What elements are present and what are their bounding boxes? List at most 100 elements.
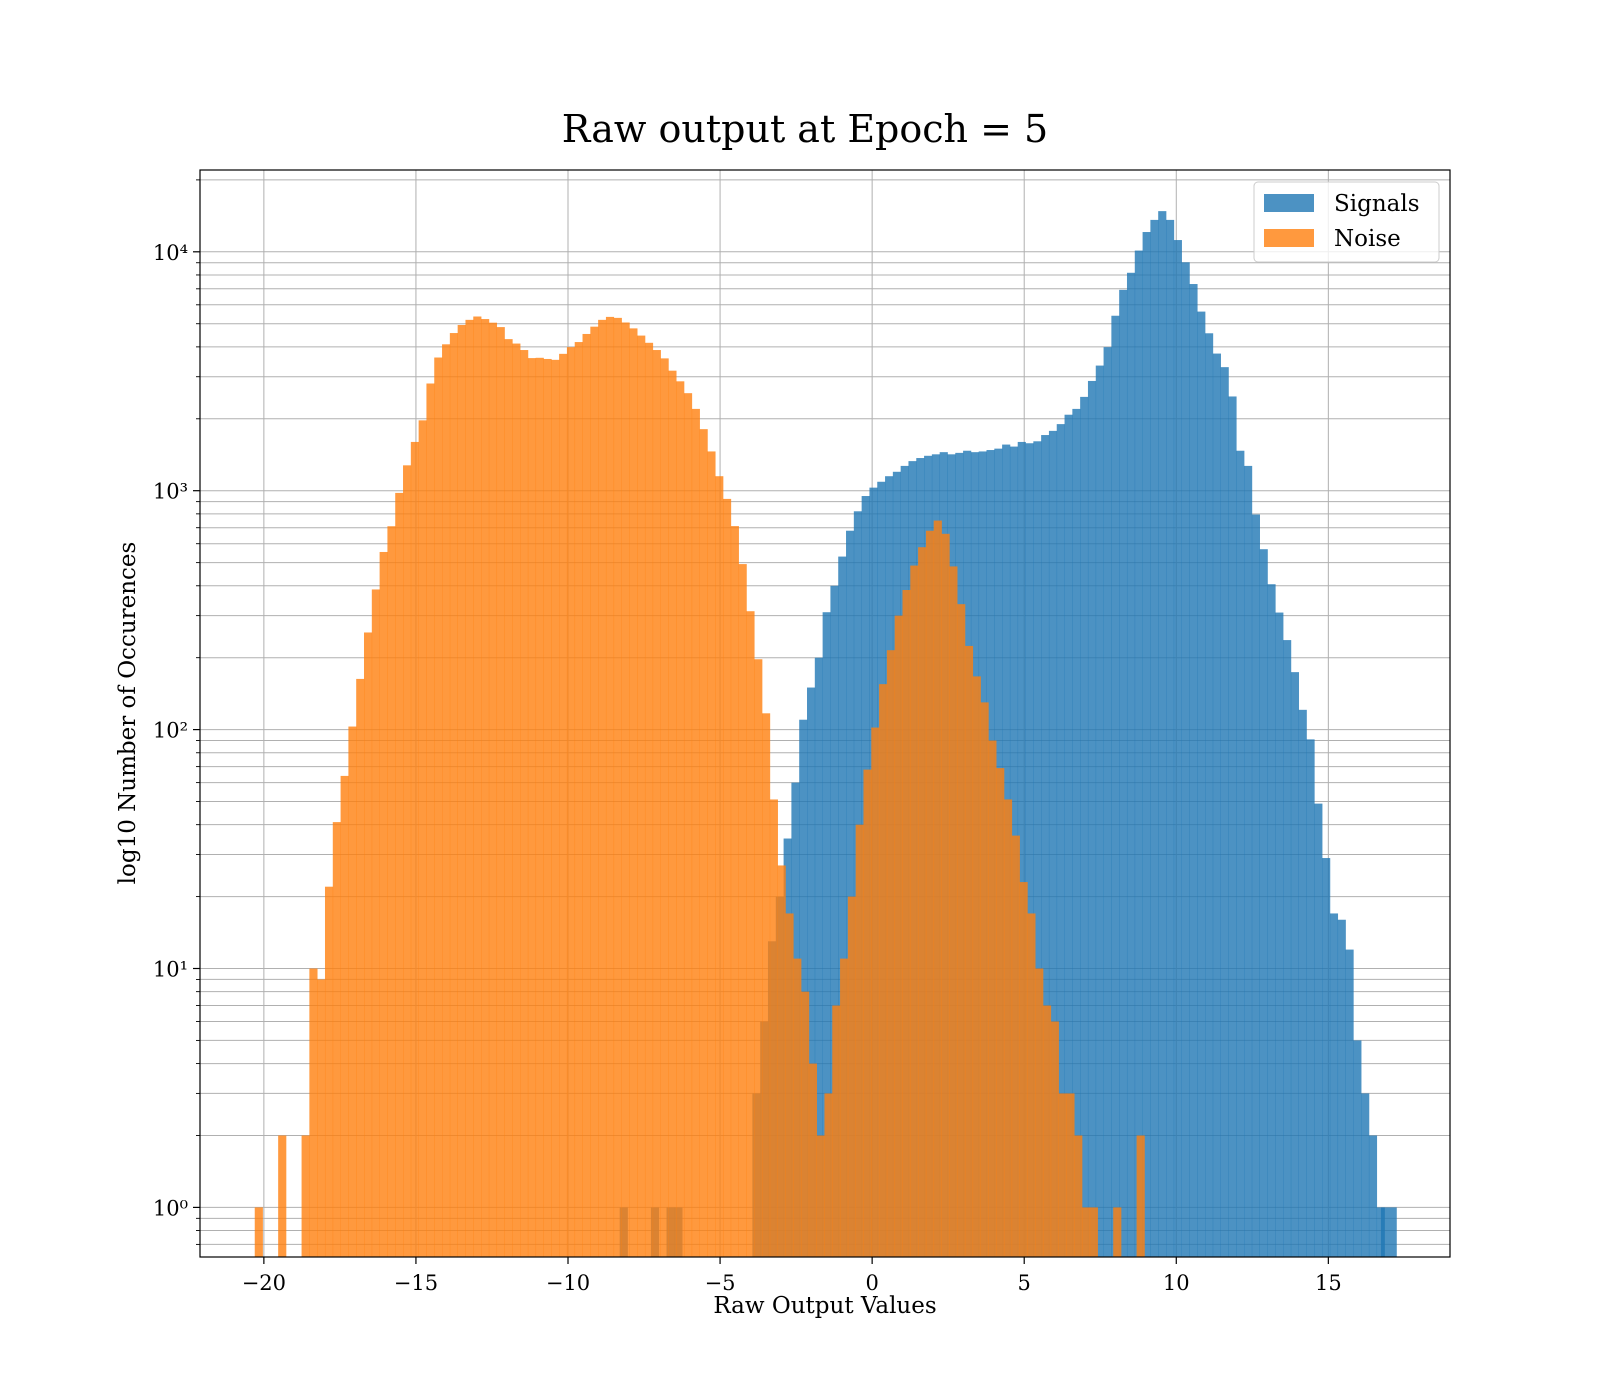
bar-noise <box>1035 968 1044 1257</box>
x-tick-label: −15 <box>394 1271 438 1295</box>
bar-noise <box>910 565 919 1257</box>
bar-signals <box>799 719 808 1257</box>
bar-signals <box>1134 250 1143 1258</box>
bar-signals <box>1244 465 1253 1258</box>
bar-signals <box>1173 240 1182 1257</box>
bar-noise <box>504 339 513 1257</box>
bar-signals <box>1329 913 1339 1257</box>
bar-noise <box>644 342 654 1258</box>
bar-signals <box>1368 1135 1378 1257</box>
bar-signals <box>838 556 847 1257</box>
bar-noise <box>590 326 599 1258</box>
bar-noise <box>738 564 747 1257</box>
bar-signals <box>814 657 823 1257</box>
x-tick-label: 15 <box>1315 1271 1342 1295</box>
bar-noise <box>832 1005 841 1257</box>
y-tick-label: 10¹ <box>153 958 188 982</box>
bar-noise <box>886 650 896 1257</box>
bar-noise <box>317 979 326 1257</box>
bar-noise <box>379 551 388 1257</box>
bar-signals <box>1228 396 1237 1258</box>
bar-noise <box>356 678 365 1257</box>
series-noise <box>254 316 1145 1258</box>
bar-noise <box>1058 1093 1067 1257</box>
bar-noise <box>410 441 419 1257</box>
bar-signals <box>1322 858 1331 1257</box>
bar-noise <box>730 526 739 1257</box>
chart-title: Raw output at Epoch = 5 <box>562 107 1048 151</box>
bar-signals <box>1212 353 1221 1257</box>
bar-noise <box>980 702 989 1257</box>
bar-noise <box>1019 882 1028 1257</box>
bar-noise <box>465 319 474 1257</box>
bar-noise <box>621 322 630 1257</box>
bar-noise <box>691 408 700 1257</box>
bar-signals <box>1025 443 1034 1257</box>
bar-noise <box>769 799 778 1257</box>
bar-signals <box>1064 414 1073 1258</box>
bar-noise <box>933 520 942 1257</box>
bar-noise <box>395 492 404 1257</box>
bar-noise <box>1011 835 1020 1257</box>
bar-noise <box>613 317 622 1258</box>
bar-noise <box>964 645 974 1257</box>
bar-signals <box>822 612 831 1257</box>
bar-signals <box>1158 211 1167 1258</box>
bar-signals <box>1103 347 1112 1257</box>
bar-noise <box>660 358 669 1257</box>
bar-noise <box>574 342 583 1257</box>
bar-signals <box>1337 919 1346 1257</box>
bar-noise <box>949 566 958 1257</box>
bar-signals <box>1205 333 1214 1257</box>
bar-signals <box>1181 262 1190 1257</box>
bar-noise <box>512 343 521 1257</box>
bar-noise <box>566 347 576 1257</box>
bar-noise <box>722 498 732 1257</box>
bar-signals <box>1150 219 1159 1257</box>
bar-noise <box>348 726 357 1257</box>
bar-noise <box>707 451 716 1257</box>
y-tick-label: 10² <box>153 719 188 743</box>
bar-signals <box>1072 408 1081 1257</box>
bar-noise <box>551 359 560 1258</box>
bar-signals <box>1314 803 1323 1257</box>
bar-noise <box>582 333 591 1258</box>
bar-noise <box>699 429 708 1258</box>
bar-noise <box>777 865 786 1257</box>
bar-noise <box>473 316 482 1258</box>
bar-noise <box>762 713 771 1257</box>
bar-signals <box>1376 1207 1385 1257</box>
bar-noise <box>324 886 334 1257</box>
bar-signals <box>1056 424 1065 1257</box>
bar-noise <box>871 727 880 1257</box>
bar-signals <box>1119 289 1128 1257</box>
bar-noise <box>894 615 903 1257</box>
bar-signals <box>1251 514 1260 1257</box>
bar-signals <box>1345 949 1354 1257</box>
bar-noise <box>808 1063 817 1257</box>
bar-noise <box>637 335 646 1257</box>
bar-noise <box>879 684 888 1257</box>
bar-noise <box>683 393 693 1257</box>
bar-signals <box>1298 709 1307 1257</box>
bar-noise <box>418 420 427 1258</box>
legend: Signals Noise <box>1253 181 1440 263</box>
bar-noise <box>496 327 505 1258</box>
bar-noise <box>816 1135 825 1257</box>
legend-swatch-noise <box>1264 229 1314 247</box>
bar-noise <box>957 604 966 1257</box>
bar-noise <box>535 357 544 1257</box>
bar-signals <box>1041 435 1050 1258</box>
bar-noise <box>863 769 872 1257</box>
bar-signals <box>1048 430 1058 1257</box>
bar-noise <box>1066 1093 1075 1257</box>
bar-noise <box>488 322 498 1258</box>
bar-noise <box>520 350 529 1257</box>
bar-noise <box>1089 1207 1098 1257</box>
plot-frame <box>199 169 1451 1258</box>
bar-noise <box>941 533 950 1257</box>
bar-signals <box>1290 672 1300 1257</box>
bar-noise <box>457 324 466 1258</box>
bar-signals <box>1033 441 1042 1258</box>
bar-noise <box>754 659 763 1257</box>
